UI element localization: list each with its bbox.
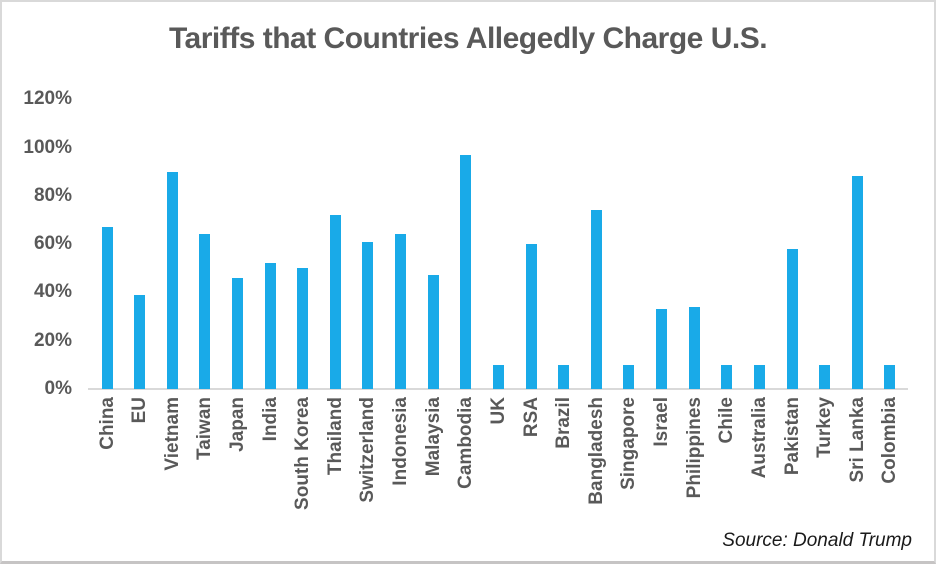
bar-eu <box>134 294 146 389</box>
y-tick-label: 60% <box>33 233 72 255</box>
y-tick-label: 20% <box>33 329 72 351</box>
chart-title: Tariffs that Countries Allegedly Charge … <box>168 22 768 55</box>
x-tick-label: Thailand <box>324 397 346 476</box>
bar-chile <box>721 364 733 389</box>
bar-uk <box>492 364 504 389</box>
bar-israel <box>656 309 668 389</box>
bar-thailand <box>329 215 341 389</box>
bar-sri-lanka <box>851 176 863 389</box>
x-tick-label: India <box>259 397 281 442</box>
source-credit: Source: Donald Trump <box>722 530 912 551</box>
bar-australia <box>753 364 765 389</box>
x-tick-label: Cambodia <box>455 397 477 489</box>
x-tick-label: Japan <box>226 397 248 452</box>
bar-cambodia <box>460 154 472 389</box>
bar-switzerland <box>362 241 374 389</box>
bar-malaysia <box>427 275 439 389</box>
bar-singapore <box>623 364 635 389</box>
y-tick-label: 120% <box>23 88 72 110</box>
x-tick-label: Taiwan <box>194 397 216 460</box>
x-tick-label: Philippines <box>683 397 705 499</box>
bar-bangladesh <box>590 210 602 389</box>
x-tick-label: Chile <box>716 397 738 444</box>
x-tick-label: Switzerland <box>357 397 379 503</box>
x-tick-label: EU <box>129 397 151 424</box>
bar-vietnam <box>166 171 178 389</box>
bar-china <box>101 227 113 389</box>
y-tick-label: 40% <box>33 281 72 303</box>
x-tick-label: Sri Lanka <box>846 397 868 483</box>
bar-taiwan <box>199 234 211 389</box>
x-tick-label: Singapore <box>618 397 640 490</box>
bar-south-korea <box>297 268 309 389</box>
x-tick-label: Australia <box>748 397 770 479</box>
bar-japan <box>231 277 243 389</box>
bar-india <box>264 263 276 389</box>
bar-brazil <box>558 364 570 389</box>
x-tick-label: RSA <box>520 397 542 438</box>
x-tick-label: Malaysia <box>422 397 444 477</box>
x-tick-label: Indonesia <box>390 397 412 486</box>
bar-indonesia <box>395 234 407 389</box>
bar-turkey <box>819 364 831 389</box>
bar-rsa <box>525 244 537 389</box>
y-tick-label: 100% <box>23 136 72 158</box>
x-tick-label: Brazil <box>553 397 575 449</box>
x-tick-label: Vietnam <box>161 397 183 471</box>
bar-colombia <box>884 364 896 389</box>
x-tick-label: Turkey <box>814 397 836 458</box>
x-tick-label: Pakistan <box>781 397 803 476</box>
x-tick-label: Israel <box>651 397 673 447</box>
x-tick-label: Colombia <box>879 397 901 484</box>
x-tick-label: UK <box>487 397 509 425</box>
x-tick-label: Bangladesh <box>585 397 607 505</box>
bar-philippines <box>688 306 700 389</box>
y-tick-label: 80% <box>33 184 72 206</box>
x-tick-label: China <box>96 397 118 450</box>
x-tick-label: South Korea <box>292 397 314 510</box>
bar-pakistan <box>786 248 798 389</box>
x-axis-line <box>88 388 908 390</box>
y-tick-label: 0% <box>44 378 72 399</box>
